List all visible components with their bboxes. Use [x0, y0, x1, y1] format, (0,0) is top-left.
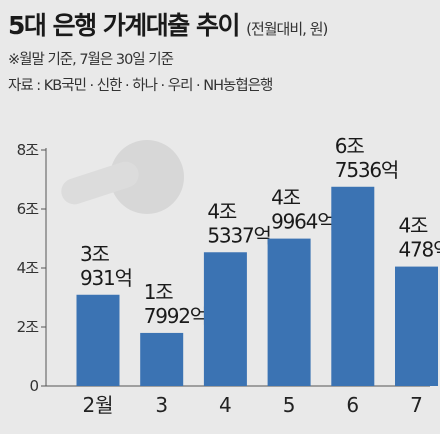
data-label-line1: 1조: [144, 280, 174, 304]
bar: [267, 238, 311, 386]
y-tick-label: 2조: [17, 318, 40, 336]
bar: [203, 252, 247, 386]
title-line: 5대 은행 가계대출 추이 (전월대비, 원): [8, 6, 432, 42]
x-tick-label: 3: [155, 393, 168, 417]
y-tick-label: 0: [29, 377, 38, 395]
chart-source: 자료 : KB국민 · 신한 · 하나 · 우리 · NH농협은행: [8, 78, 273, 94]
data-label-line1: 4조: [271, 186, 301, 210]
y-tick-label: 6조: [17, 200, 40, 218]
bar: [140, 332, 184, 386]
x-tick-label: 7: [410, 393, 423, 417]
chart-unit: (전월대비, 원): [246, 20, 328, 38]
bar: [395, 266, 438, 386]
data-label-line2: 5337억: [207, 223, 270, 247]
x-tick-label: 6: [346, 393, 359, 417]
data-label-line1: 4조: [207, 199, 237, 223]
x-tick-label: 5: [283, 393, 296, 417]
data-label-line2: 7536억: [335, 158, 398, 182]
chart-header: 5대 은행 가계대출 추이 (전월대비, 원) ※월말 기준, 7월은 30일 …: [8, 6, 432, 95]
x-tick-label: 2월: [82, 393, 113, 417]
data-label-line1: 4조: [399, 214, 429, 238]
data-label-line2: 9964억: [271, 210, 334, 234]
data-label-line2: 478억: [399, 238, 440, 262]
bar: [331, 186, 375, 386]
y-tick-label: 8조: [17, 141, 40, 159]
x-tick-label: 4: [219, 393, 232, 417]
data-label-line1: 3조: [80, 242, 110, 266]
data-label-line1: 6조: [335, 134, 365, 158]
y-tick-label: 4조: [17, 259, 40, 277]
chart-note: ※월말 기준, 7월은 30일 기준: [8, 52, 174, 68]
data-label-line2: 7992억: [144, 304, 207, 328]
bar: [76, 294, 120, 386]
chart-title: 5대 은행 가계대출 추이: [8, 11, 241, 40]
data-label-line2: 931억: [80, 266, 132, 290]
